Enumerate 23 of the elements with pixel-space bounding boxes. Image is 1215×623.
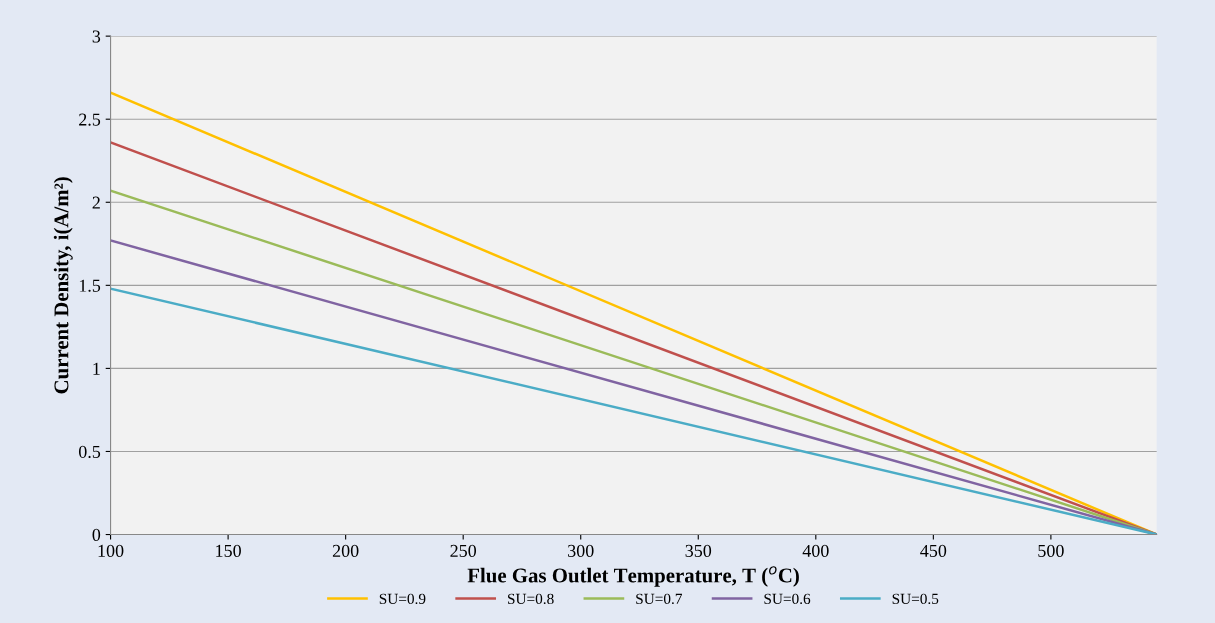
x-tick-label: 100 — [98, 544, 124, 557]
y-axis-title: Current Density, i(A/m²) — [53, 177, 73, 394]
x-tick-label: 500 — [1038, 544, 1064, 557]
y-tick-label: 2.5 — [79, 113, 101, 126]
x-tick-label: 250 — [450, 544, 477, 557]
x-tick-label: 200 — [332, 544, 359, 557]
x-tick-label: 300 — [568, 544, 594, 557]
x-tick-label: 150 — [216, 544, 241, 557]
y-tick-label: 0 — [92, 528, 101, 541]
legend-label: SU=0.6 — [764, 593, 811, 605]
y-tick-label: 3 — [92, 30, 101, 43]
y-tick-label: 0.5 — [78, 445, 101, 458]
legend-label: SU=0.5 — [892, 593, 939, 605]
legend-label: SU=0.9 — [379, 593, 426, 605]
x-tick-label: 450 — [920, 544, 947, 557]
y-tick-label: 2 — [92, 196, 100, 209]
x-tick-label: 400 — [802, 544, 829, 557]
x-tick-label: 350 — [685, 544, 712, 557]
legend-label: SU=0.7 — [636, 593, 683, 605]
x-axis-title: Flue Gas Outlet Temperature, T ($^{o}$C) — [467, 566, 799, 587]
legend-label: SU=0.8 — [508, 593, 554, 605]
y-tick-label: 1.5 — [79, 279, 101, 292]
y-tick-label: 1 — [93, 362, 100, 375]
